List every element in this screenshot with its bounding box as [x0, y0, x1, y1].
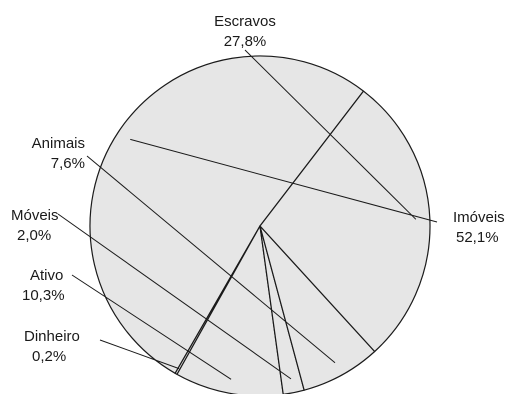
- pie-slices: [89, 55, 431, 394]
- label-ativo: Ativo: [30, 267, 63, 284]
- leader-lines: [57, 49, 438, 380]
- slice-imoveis: [89, 55, 365, 374]
- label-animais: Animais: [32, 135, 85, 152]
- pct-ativo: 10,3%: [22, 287, 65, 304]
- pct-dinheiro: 0,2%: [32, 348, 66, 365]
- pct-escravos: 27,8%: [224, 33, 267, 50]
- label-dinheiro: Dinheiro: [24, 328, 80, 345]
- pct-animais: 7,6%: [51, 155, 85, 172]
- label-imoveis: Imóveis: [453, 209, 505, 226]
- pct-moveis: 2,0%: [17, 227, 51, 244]
- label-moveis: Móveis: [11, 207, 59, 224]
- leader-dinheiro: [99, 339, 180, 370]
- leader-moveis: [57, 213, 292, 380]
- pct-imoveis: 52,1%: [456, 229, 499, 246]
- leader-ativo: [71, 274, 232, 380]
- slice-ativo: [176, 225, 284, 394]
- leader-animais: [86, 155, 336, 364]
- leader-imoveis: [130, 138, 438, 223]
- slice-escravos: [259, 90, 431, 353]
- leader-escravos: [244, 49, 417, 220]
- label-escravos: Escravos: [214, 13, 276, 30]
- slice-labels: Escravos 27,8% Animais 7,6% Móveis 2,0% …: [11, 13, 505, 365]
